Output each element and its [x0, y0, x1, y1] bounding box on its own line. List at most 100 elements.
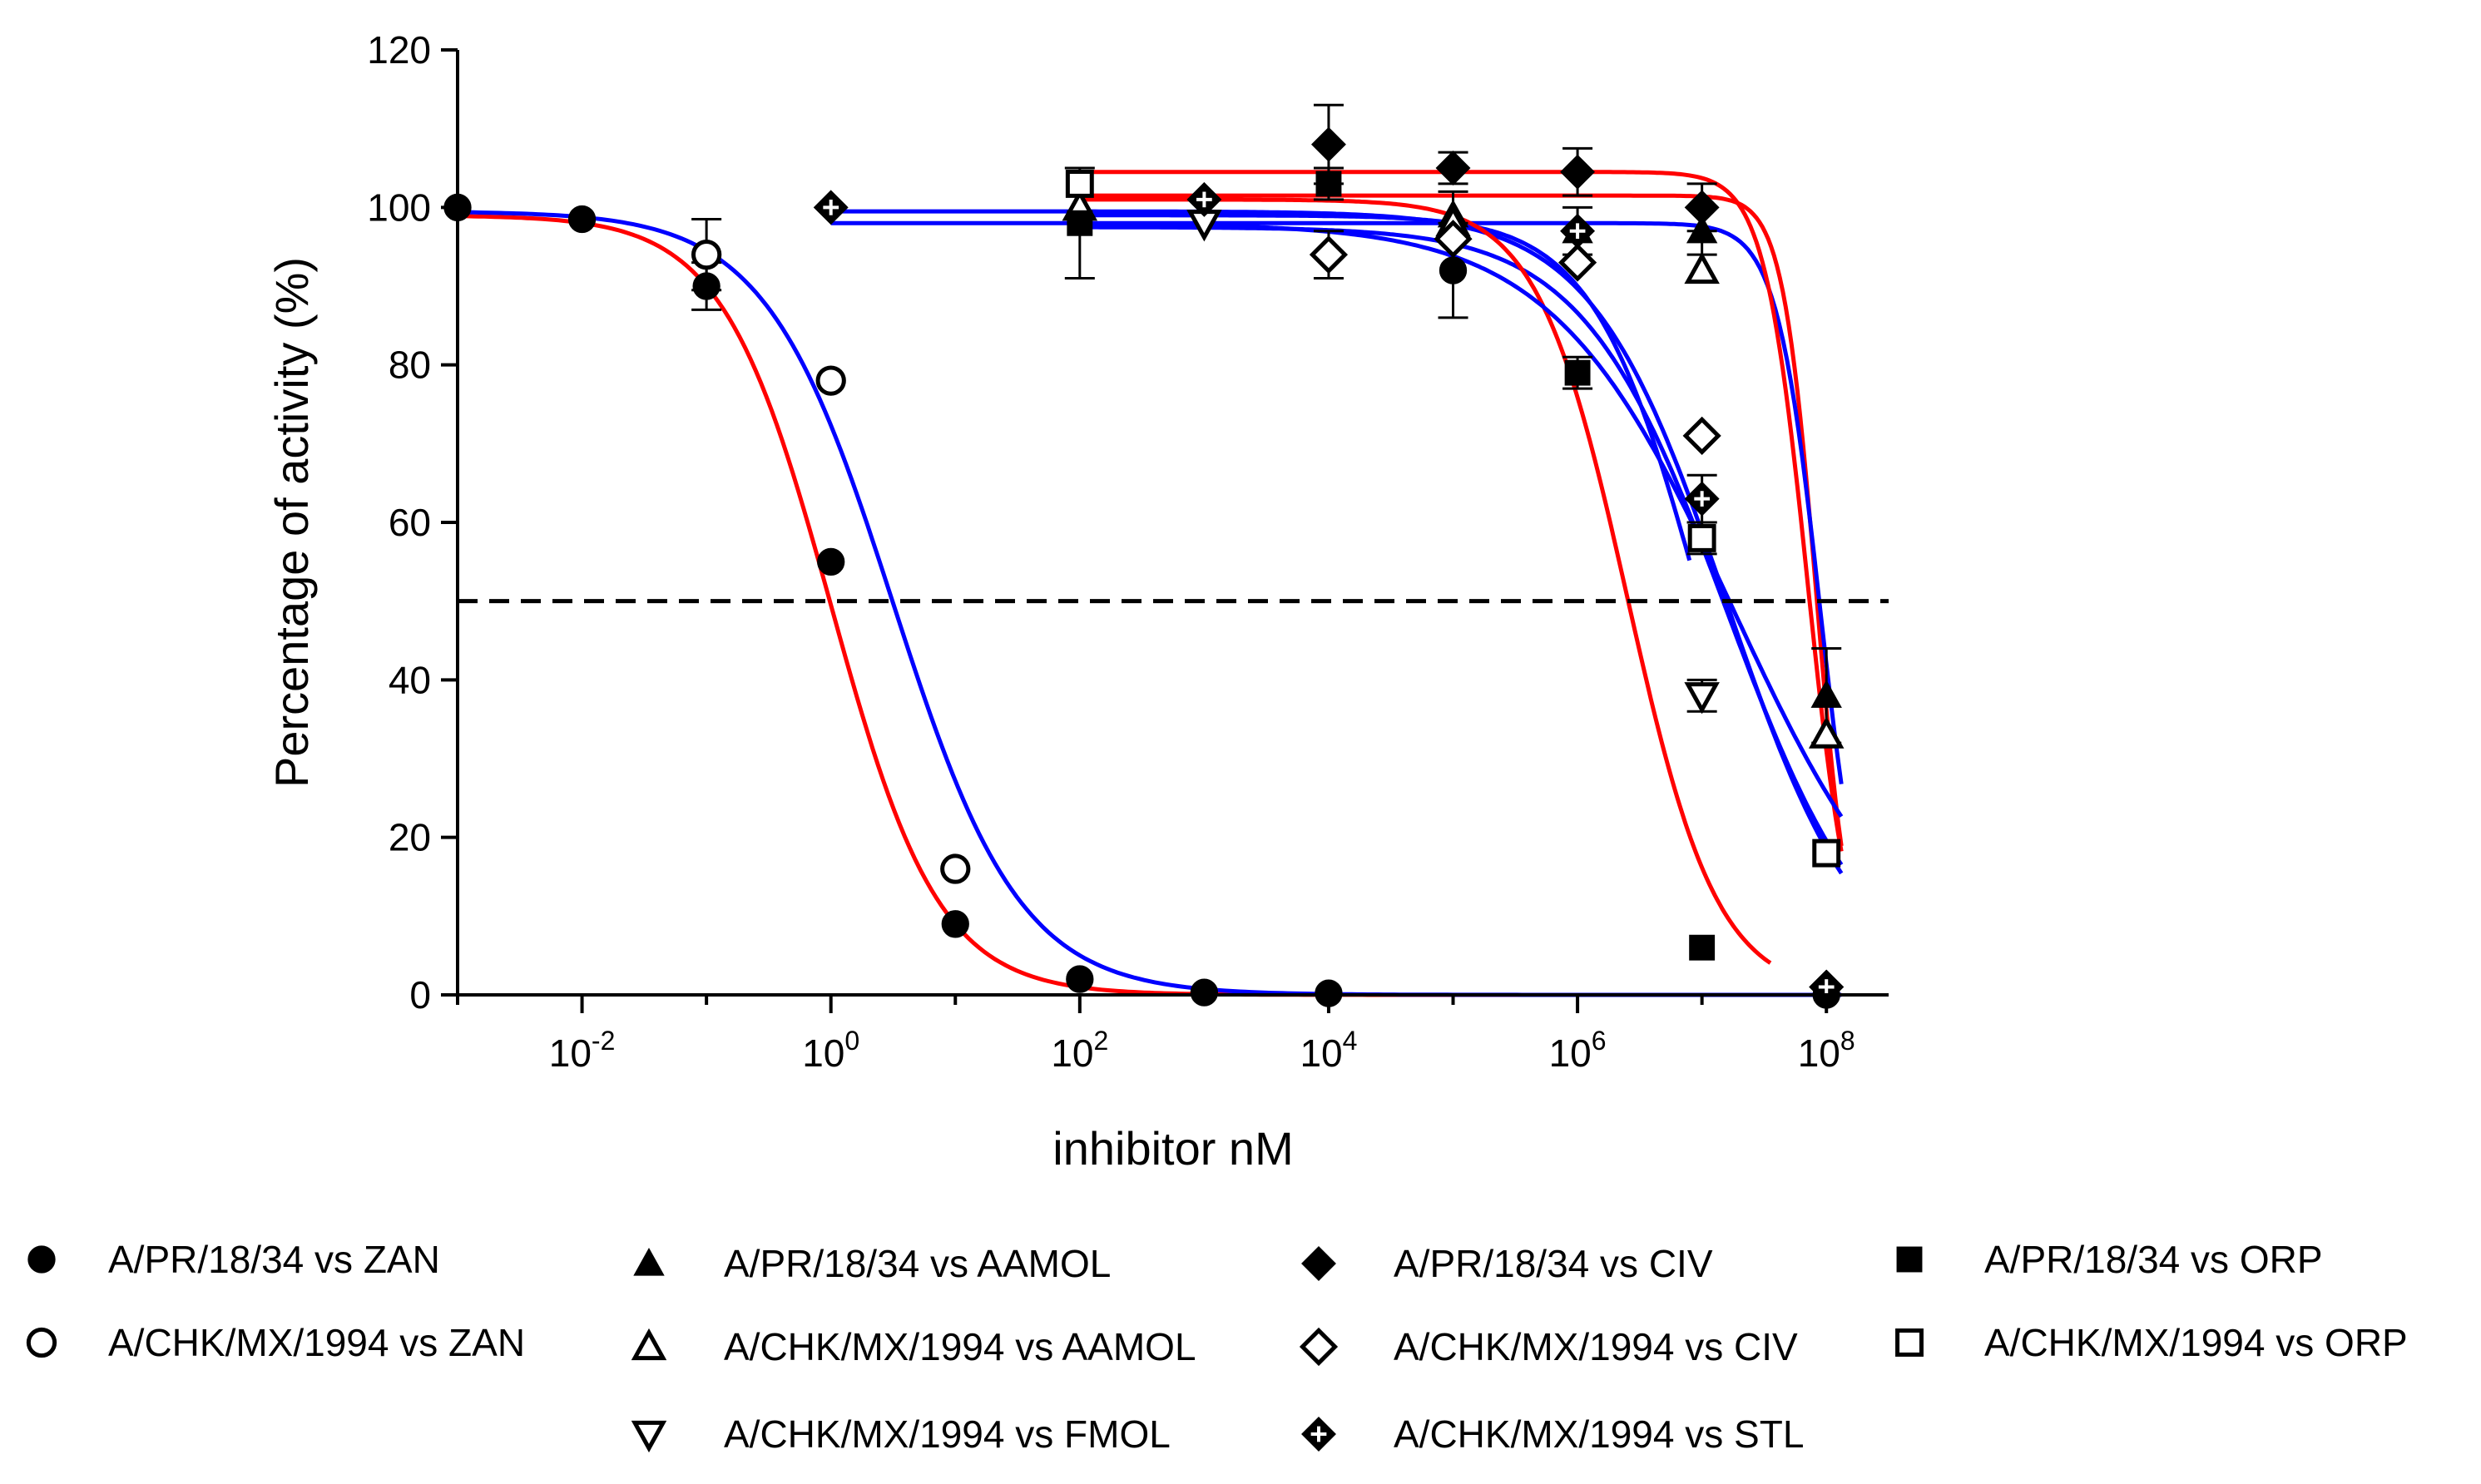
x-tick-base: 10: [549, 1031, 592, 1075]
fit-curve: [1079, 225, 1844, 866]
data-point: [815, 365, 846, 396]
x-axis-ticks: 10-2 100 102 104 106 108: [456, 995, 1855, 1075]
data-point: [1310, 126, 1346, 162]
x-tick-label: 108: [1798, 1026, 1855, 1075]
x-tick-exponent: 8: [1840, 1026, 1855, 1056]
x-tick-exponent: 0: [844, 1026, 859, 1056]
y-tick-label: 120: [367, 28, 431, 72]
data-point: [1560, 154, 1596, 190]
data-point: [1309, 235, 1349, 275]
y-tick-label: 20: [389, 816, 431, 859]
legend-label: A/CHK/MX/1994 vs AAMOL: [724, 1325, 1196, 1368]
data-point: [1687, 523, 1716, 552]
fit-curve: [457, 210, 1842, 997]
legend-marker: [631, 1328, 667, 1361]
data-point: [1560, 213, 1596, 249]
legend-label: A/PR/18/34 vs CIV: [1394, 1242, 1713, 1285]
fit-curve: [830, 220, 1844, 784]
x-tick-exponent: 4: [1343, 1026, 1358, 1056]
data-point: [1810, 680, 1842, 708]
y-axis-title: Percentage of activity (%): [265, 257, 318, 788]
data-point: [941, 910, 969, 938]
x-tick-exponent: 2: [1094, 1026, 1109, 1056]
legend-marker: [1301, 1417, 1336, 1452]
fit-curve: [1079, 221, 1844, 818]
legend-item: A/CHK/MX/1994 vs AAMOL: [631, 1325, 1196, 1368]
y-tick-label: 0: [409, 973, 431, 1017]
legend-label: A/CHK/MX/1994 vs FMOL: [724, 1412, 1171, 1456]
data-point: [1684, 251, 1720, 284]
legend-label: A/PR/18/34 vs ZAN: [108, 1238, 440, 1281]
data-point: [567, 205, 597, 234]
y-tick-label: 80: [389, 344, 431, 387]
x-tick-label: 10-2: [549, 1026, 616, 1075]
y-tick-label: 60: [389, 501, 431, 544]
legend-item: A/PR/18/34 vs ORP: [1896, 1238, 2323, 1281]
data-point: [1808, 716, 1845, 749]
legend-marker: [1896, 1246, 1923, 1273]
data-point: [1066, 965, 1094, 993]
legend-item: A/PR/18/34 vs AAMOL: [633, 1242, 1111, 1285]
data-point: [1190, 978, 1219, 1007]
y-tick-label: 100: [367, 186, 431, 229]
legend-item: A/CHK/MX/1994 vs ORP: [1895, 1321, 2408, 1364]
legend-marker: [26, 1327, 57, 1358]
fit-curve: [1079, 197, 1772, 965]
x-tick-base: 10: [1798, 1031, 1840, 1075]
data-point: [1686, 215, 1718, 244]
legend-marker: [633, 1247, 665, 1276]
legend-marker: [631, 1420, 667, 1453]
legend-label: A/PR/18/34 vs ORP: [1984, 1238, 2323, 1281]
x-tick-label: 106: [1549, 1026, 1607, 1075]
legend-item: A/CHK/MX/1994 vs FMOL: [631, 1412, 1171, 1456]
x-tick-base: 10: [1549, 1031, 1592, 1075]
fit-curve: [830, 209, 1844, 875]
data-point: [813, 190, 849, 225]
legend-item: A/CHK/MX/1994 vs CIV: [1299, 1325, 1798, 1368]
x-tick-base: 10: [1051, 1031, 1093, 1075]
data-point: [817, 547, 845, 576]
fit-curve: [1079, 213, 1692, 561]
data-point: [1684, 190, 1720, 225]
x-tick-exponent: -2: [592, 1026, 615, 1056]
data-points: [443, 126, 1845, 1009]
legend-item: A/CHK/MX/1994 vs STL: [1301, 1412, 1804, 1456]
legend-label: A/PR/18/34 vs AAMOL: [724, 1242, 1111, 1285]
fit-curves: [457, 170, 1844, 997]
y-axis-ticks: 0 20 40 60 80 100 120: [367, 28, 458, 1017]
legend-marker: [1895, 1328, 1924, 1357]
x-tick-base: 10: [1300, 1031, 1342, 1075]
data-point: [1689, 934, 1716, 961]
legend-marker: [27, 1245, 56, 1274]
data-point: [1067, 210, 1093, 236]
legend: A/PR/18/34 vs ZAN A/CHK/MX/1994 vs ZAN A/P…: [26, 1238, 2408, 1456]
legend-label: A/CHK/MX/1994 vs ORP: [1984, 1321, 2408, 1364]
data-point: [1558, 243, 1597, 282]
data-point: [691, 239, 722, 270]
data-point: [1684, 682, 1720, 715]
x-axis-title: inhibitor nM: [1052, 1122, 1293, 1175]
x-tick-base: 10: [802, 1031, 844, 1075]
legend-label: A/CHK/MX/1994 vs STL: [1394, 1412, 1804, 1456]
data-point: [1682, 416, 1721, 455]
data-point: [1684, 481, 1720, 517]
legend-item: A/PR/18/34 vs ZAN: [27, 1238, 440, 1281]
data-point: [1186, 181, 1222, 217]
legend-marker: [1301, 1246, 1336, 1281]
y-tick-label: 40: [389, 658, 431, 701]
fit-curve: [457, 214, 1842, 997]
data-point: [1065, 169, 1094, 198]
data-point: [1812, 838, 1841, 868]
fit-curve: [1079, 193, 1844, 847]
x-tick-label: 102: [1051, 1026, 1108, 1075]
legend-label: A/CHK/MX/1994 vs CIV: [1394, 1325, 1798, 1368]
data-point: [1564, 359, 1591, 386]
data-point: [940, 853, 971, 884]
x-tick-exponent: 6: [1592, 1026, 1607, 1056]
data-point: [1439, 256, 1468, 284]
legend-item: A/CHK/MX/1994 vs ZAN: [26, 1321, 525, 1364]
x-tick-label: 100: [802, 1026, 859, 1075]
data-point: [692, 272, 721, 300]
legend-marker: [1299, 1327, 1339, 1367]
